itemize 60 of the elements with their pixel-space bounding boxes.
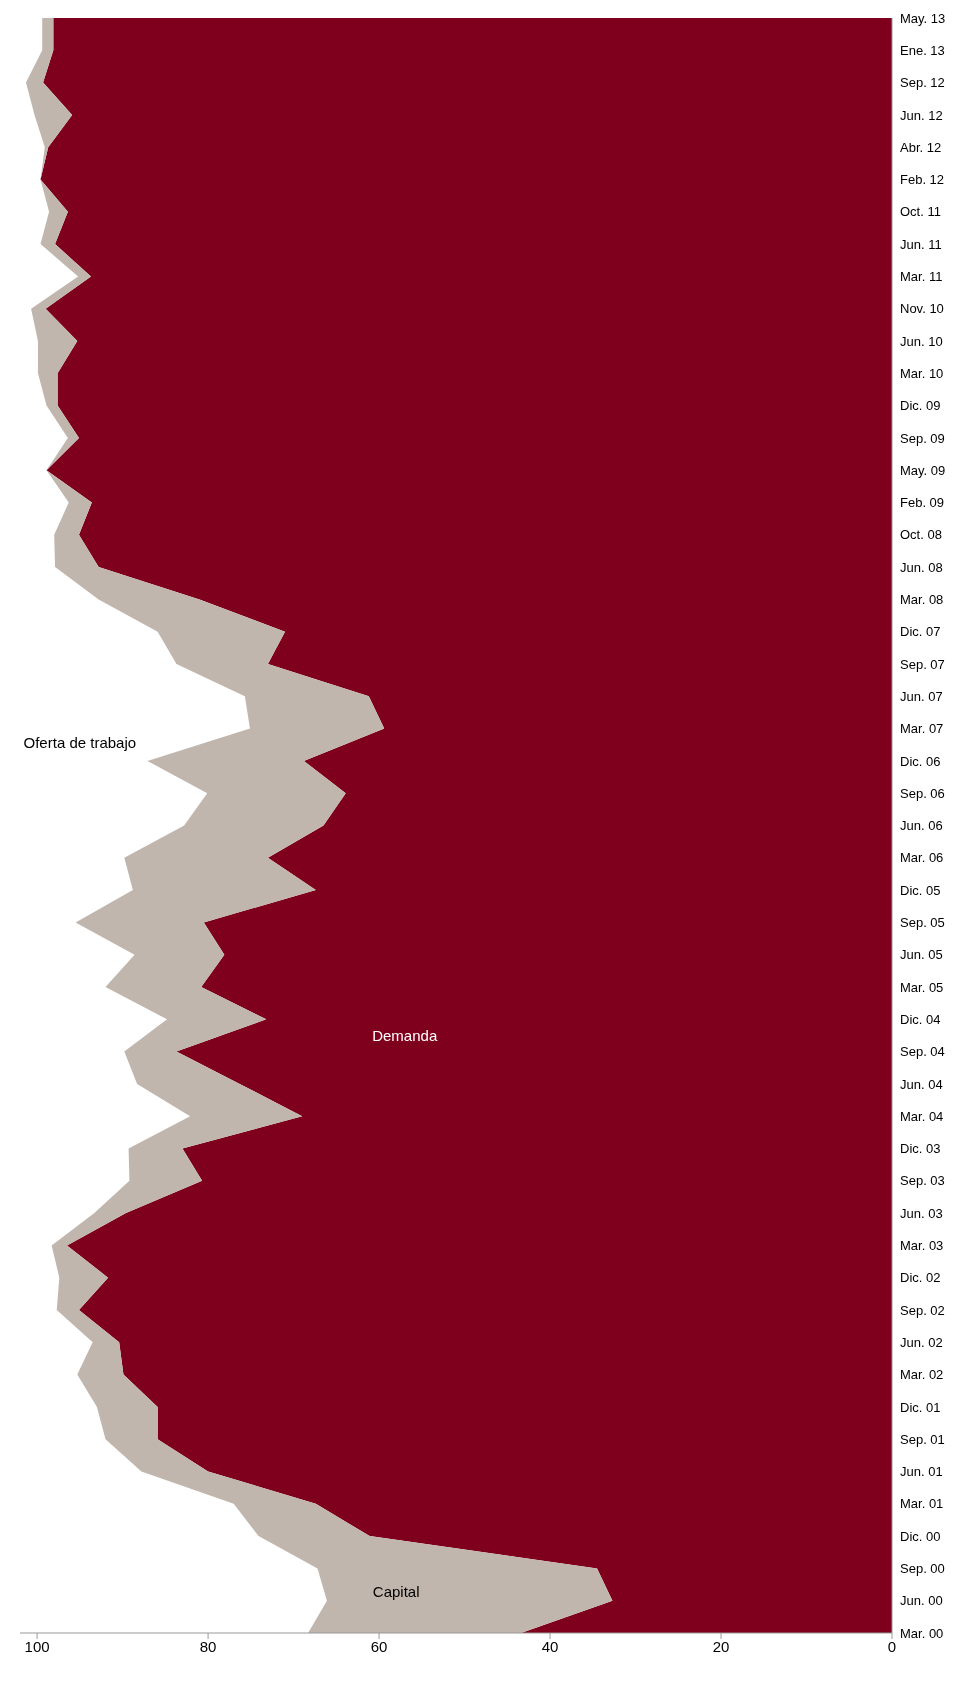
y-tick-label: Sep. 04	[900, 1044, 945, 1060]
y-tick-label: Jun. 10	[900, 333, 943, 349]
y-tick-label: Sep. 06	[900, 785, 945, 801]
y-tick-label: Jun. 07	[900, 688, 943, 704]
y-tick-label: Mar. 07	[900, 721, 944, 737]
x-tick-label: 20	[712, 1637, 730, 1655]
y-tick-label: Jun. 04	[900, 1076, 943, 1092]
y-tick-label: Oct. 08	[900, 527, 942, 543]
y-tick-label: Mar. 04	[900, 1108, 944, 1124]
y-tick-label: Mar. 03	[900, 1238, 944, 1254]
y-tick-label: Dic. 01	[900, 1399, 941, 1415]
x-tick-label: 40	[541, 1637, 559, 1655]
y-tick-label: Sep. 07	[900, 656, 945, 672]
y-tick-label: Mar. 00	[900, 1625, 944, 1641]
y-tick-label: Jun. 08	[900, 559, 943, 575]
y-tick-label: Sep. 05	[900, 915, 945, 931]
y-tick-label: Nov. 10	[900, 301, 944, 317]
y-tick-label: May. 13	[900, 10, 946, 26]
series-label: Capital	[372, 1582, 420, 1600]
x-tick-label: 0	[887, 1637, 897, 1655]
y-tick-label: Sep. 09	[900, 430, 945, 446]
y-tick-label: Mar. 08	[900, 592, 944, 608]
y-tick-label: Dic. 02	[900, 1270, 941, 1286]
y-tick-label: Feb. 12	[900, 172, 945, 188]
annotation: Oferta de trabajo	[23, 733, 137, 751]
y-tick-label: Dic. 07	[900, 624, 941, 640]
y-tick-label: Jun. 03	[900, 1205, 943, 1221]
y-tick-label: Jun. 00	[900, 1593, 943, 1609]
y-tick-label: Dic. 05	[900, 882, 941, 898]
y-tick-label: Jun. 05	[900, 947, 943, 963]
y-tick-label: Mar. 10	[900, 365, 944, 381]
y-tick-label: Jun. 11	[900, 236, 942, 252]
series-label: Demanda	[372, 1026, 438, 1044]
y-tick-label: Abr. 12	[900, 139, 942, 155]
y-tick-label: Jun. 01	[900, 1464, 943, 1480]
y-tick-label: Sep. 02	[900, 1302, 945, 1318]
y-tick-label: Sep. 03	[900, 1173, 945, 1189]
y-tick-label: Sep. 00	[900, 1561, 945, 1577]
y-tick-label: Jun. 12	[900, 107, 943, 123]
y-tick-label: Sep. 01	[900, 1431, 945, 1447]
y-tick-label: Jun. 06	[900, 818, 943, 834]
y-tick-label: Mar. 11	[900, 269, 943, 285]
y-tick-label: Dic. 06	[900, 753, 941, 769]
y-tick-label: Dic. 09	[900, 398, 941, 414]
x-tick-label: 80	[199, 1637, 217, 1655]
y-tick-label: Jun. 02	[900, 1334, 943, 1350]
y-tick-label: Mar. 01	[900, 1496, 944, 1512]
y-tick-label: Ene. 13	[900, 42, 945, 58]
y-tick-label: Feb. 09	[900, 495, 945, 511]
y-tick-label: Dic. 03	[900, 1141, 941, 1157]
x-tick-label: 60	[370, 1637, 388, 1655]
y-tick-label: Mar. 05	[900, 979, 944, 995]
y-tick-label: May. 09	[900, 462, 946, 478]
x-tick-label: 100	[24, 1637, 50, 1655]
y-tick-label: Mar. 06	[900, 850, 944, 866]
y-tick-label: Sep. 12	[900, 75, 945, 91]
y-tick-label: Mar. 02	[900, 1367, 944, 1383]
y-tick-label: Dic. 00	[900, 1528, 941, 1544]
y-tick-label: Dic. 04	[900, 1011, 941, 1027]
y-tick-label: Oct. 11	[900, 204, 941, 220]
